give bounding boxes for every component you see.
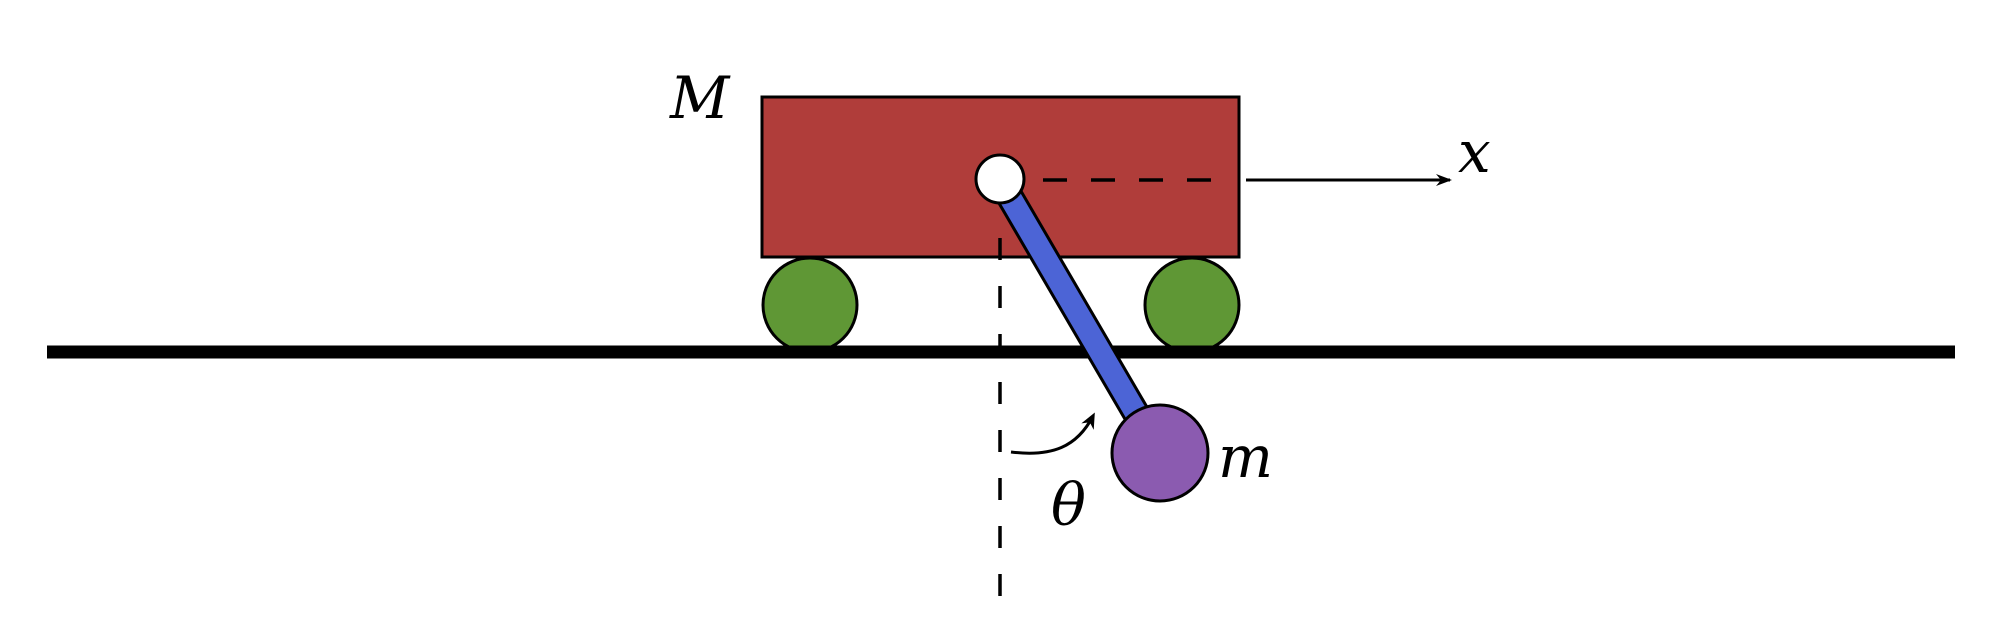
- label-cart-mass: M: [669, 64, 731, 132]
- theta-rotation-arrow: [1010, 412, 1095, 455]
- pendulum-bob: [1110, 403, 1210, 503]
- wheel-right: [1143, 256, 1241, 354]
- pivot-joint: [974, 153, 1026, 205]
- label-angle: θ: [1051, 471, 1086, 539]
- label-position: x: [1458, 118, 1491, 186]
- label-pendulum-mass: m: [1218, 423, 1273, 491]
- wheel-left: [761, 256, 859, 354]
